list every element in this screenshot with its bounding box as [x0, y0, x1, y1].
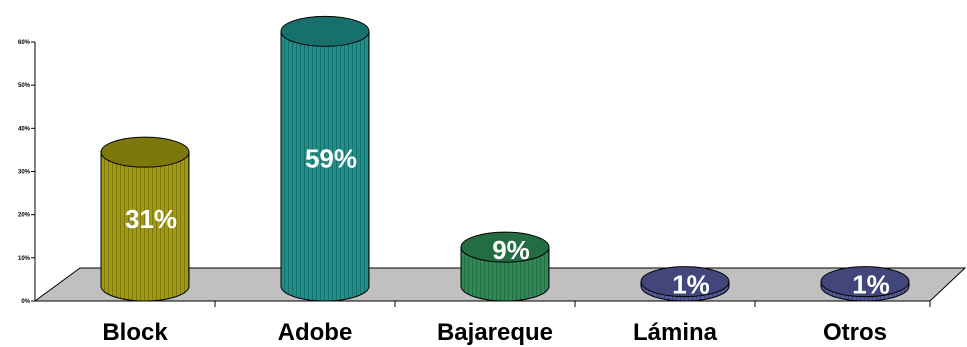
data-label: 31% — [125, 204, 177, 234]
bar-adobe — [280, 15, 370, 302]
bar-top — [280, 15, 370, 47]
data-label: 1% — [672, 270, 710, 300]
bar-top — [100, 136, 190, 168]
bar-lámina — [640, 266, 730, 302]
bar-otros — [820, 266, 910, 302]
y-tick-label: 10% — [18, 256, 31, 262]
bar-texture — [101, 152, 189, 301]
x-category-label: Block — [102, 319, 168, 346]
y-tick-label: 20% — [18, 213, 31, 219]
x-category-label: Bajareque — [437, 319, 553, 346]
x-category-label: Adobe — [278, 319, 353, 346]
y-tick-label: 30% — [18, 170, 31, 176]
bar-block — [100, 136, 190, 302]
y-tick-label: 40% — [18, 126, 31, 132]
y-tick-label: 50% — [18, 83, 31, 89]
bar-top — [820, 266, 910, 298]
bar-top — [460, 231, 550, 263]
data-label: 59% — [305, 144, 357, 174]
data-label: 9% — [492, 235, 530, 265]
data-label: 1% — [852, 270, 890, 300]
bar-texture — [281, 31, 369, 301]
bar-bajareque — [460, 231, 550, 302]
x-category-label: Lámina — [633, 319, 718, 346]
x-category-label: Otros — [823, 319, 887, 346]
y-tick-label: 60% — [18, 40, 31, 46]
y-tick-label: 0% — [21, 299, 30, 305]
bar-top — [640, 266, 730, 298]
